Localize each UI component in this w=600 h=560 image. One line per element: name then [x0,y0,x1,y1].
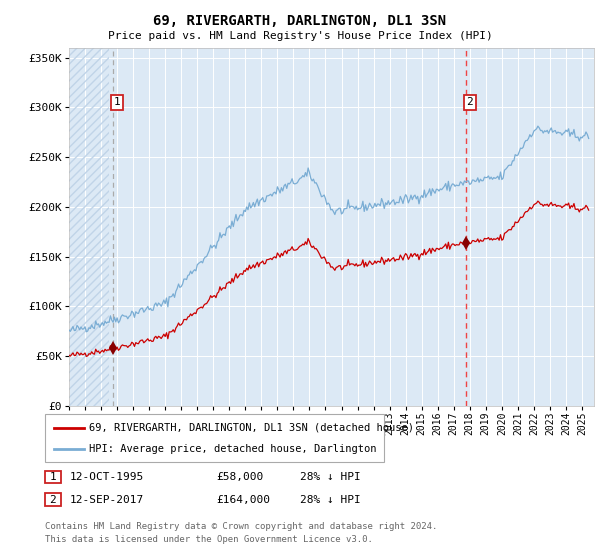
Bar [69,48,109,406]
Text: HPI: Average price, detached house, Darlington: HPI: Average price, detached house, Darl… [89,444,376,454]
Text: £164,000: £164,000 [216,494,270,505]
Text: 69, RIVERGARTH, DARLINGTON, DL1 3SN: 69, RIVERGARTH, DARLINGTON, DL1 3SN [154,14,446,28]
Text: This data is licensed under the Open Government Licence v3.0.: This data is licensed under the Open Gov… [45,535,373,544]
Text: Price paid vs. HM Land Registry's House Price Index (HPI): Price paid vs. HM Land Registry's House … [107,31,493,41]
Text: 28% ↓ HPI: 28% ↓ HPI [300,494,361,505]
Text: 2: 2 [466,97,473,108]
Text: 12-SEP-2017: 12-SEP-2017 [70,494,144,505]
Text: £58,000: £58,000 [216,472,263,482]
Bar [69,48,109,406]
Text: 69, RIVERGARTH, DARLINGTON, DL1 3SN (detached house): 69, RIVERGARTH, DARLINGTON, DL1 3SN (det… [89,423,414,433]
Text: 1: 1 [114,97,121,108]
Text: 1: 1 [49,472,56,482]
Text: 2: 2 [49,494,56,505]
Text: 28% ↓ HPI: 28% ↓ HPI [300,472,361,482]
Text: Contains HM Land Registry data © Crown copyright and database right 2024.: Contains HM Land Registry data © Crown c… [45,522,437,531]
Text: 12-OCT-1995: 12-OCT-1995 [70,472,144,482]
